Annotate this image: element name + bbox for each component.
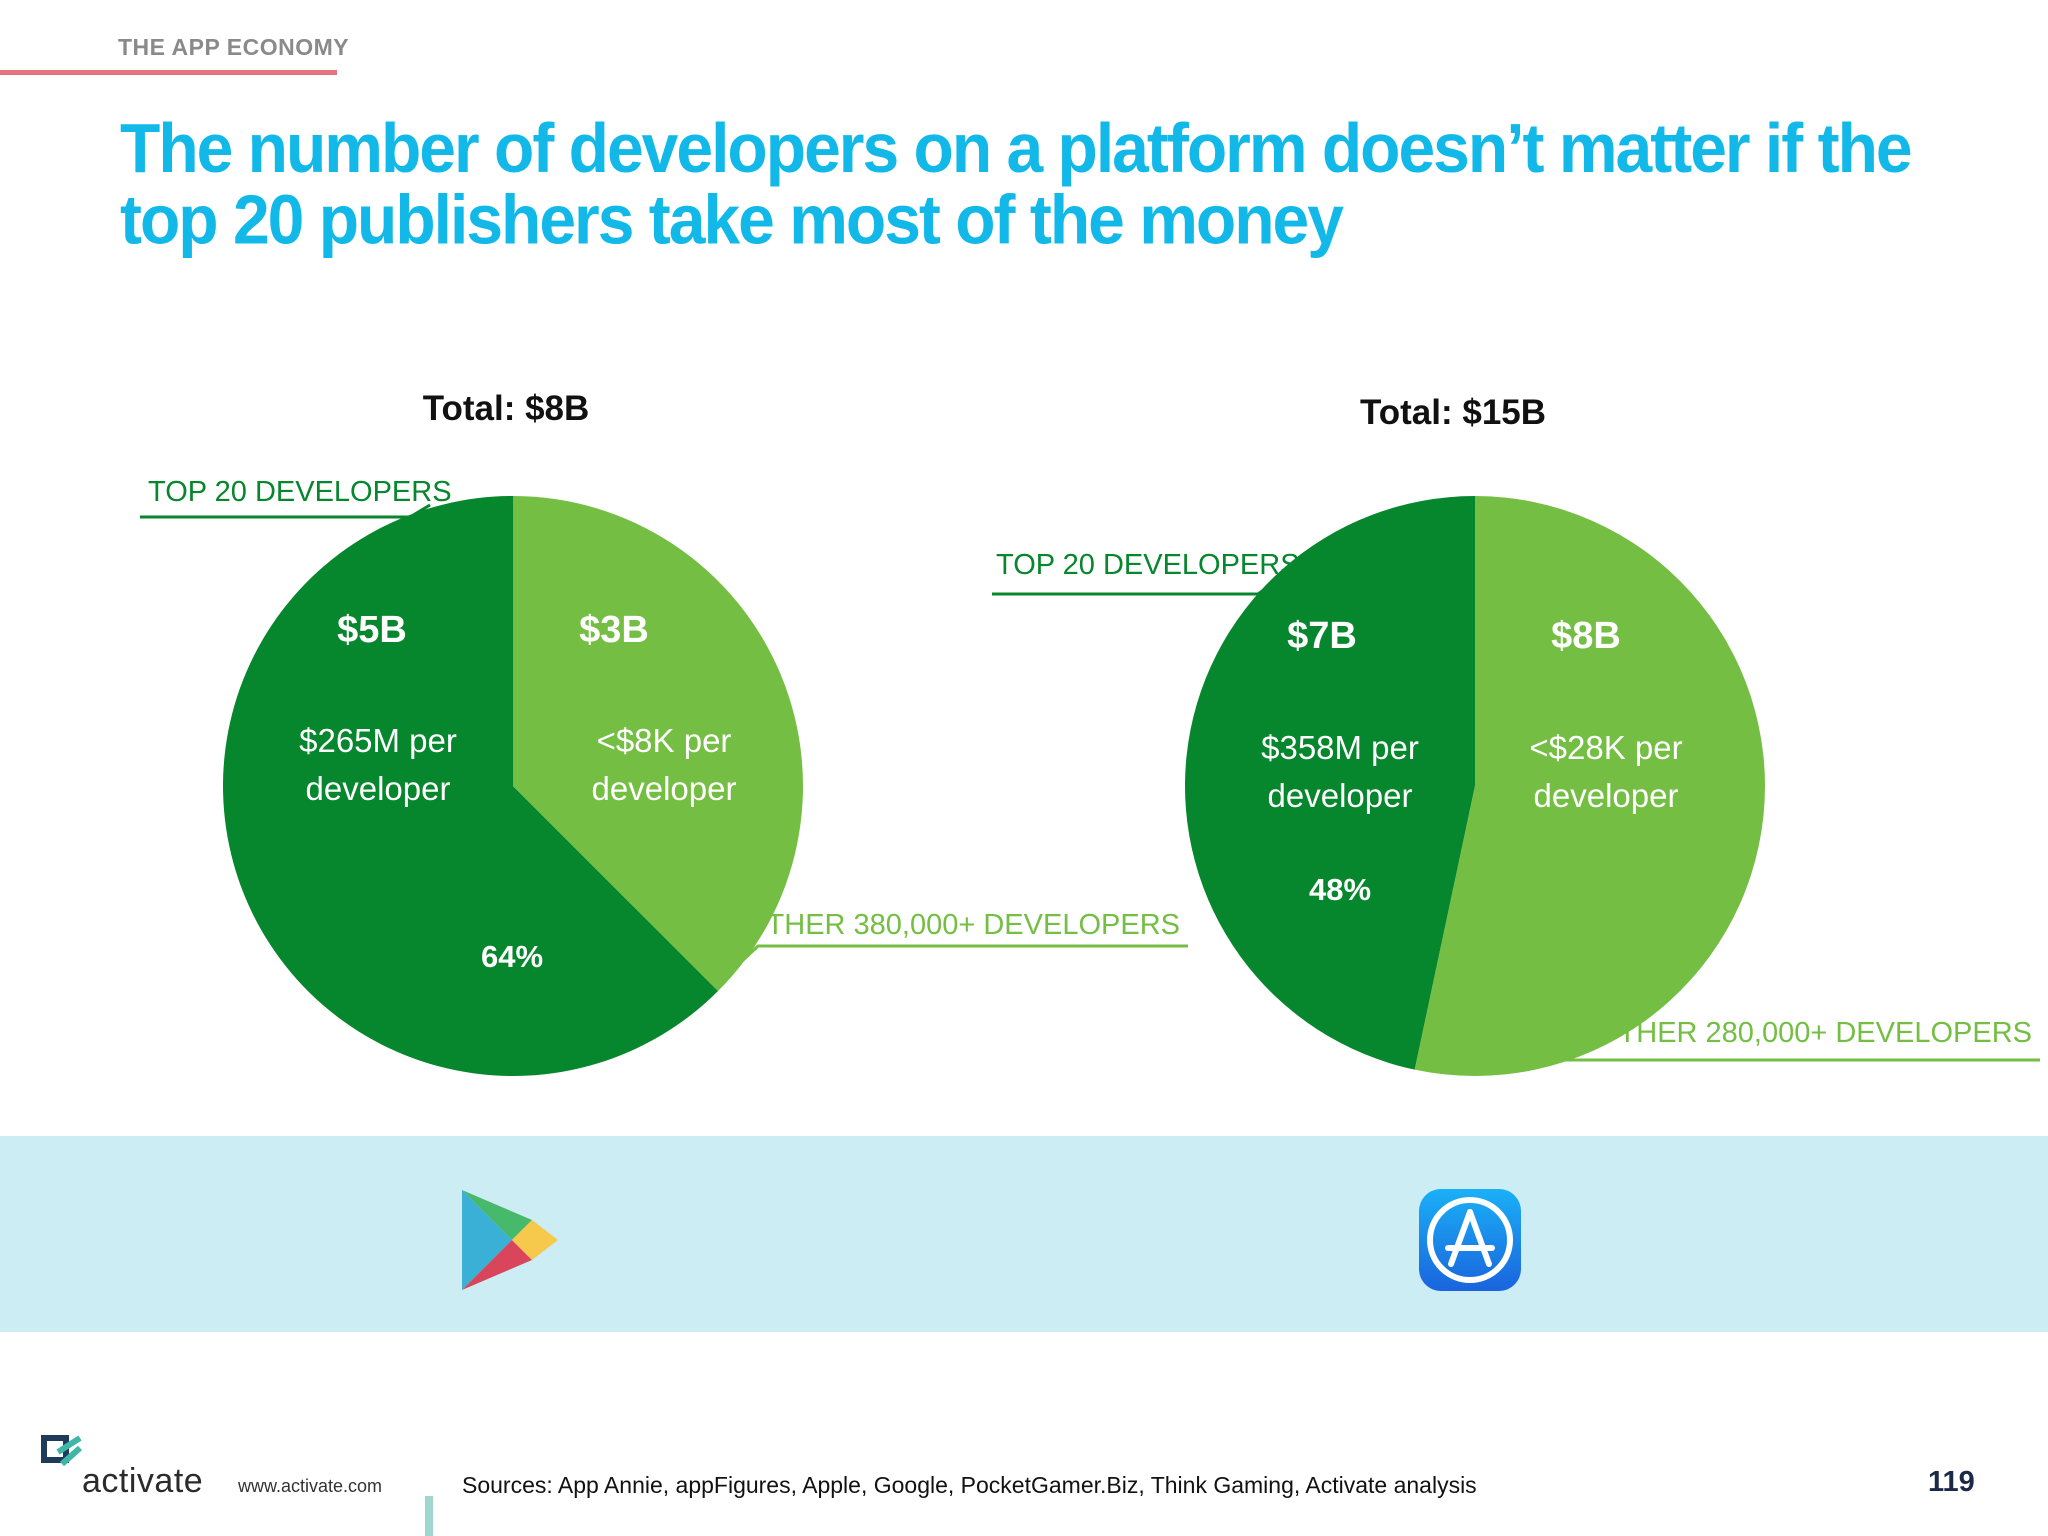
per-developer-label: developer	[306, 770, 451, 807]
pie-slice	[1414, 496, 1765, 1076]
pie-slice	[1184, 496, 1475, 1070]
slice-label: TOP 20 DEVELOPERS	[148, 476, 452, 508]
per-developer-label: <$28K per	[1529, 729, 1682, 766]
per-developer-label: $358M per	[1261, 729, 1419, 766]
percent-label: 64%	[481, 939, 543, 974]
sources-bar	[425, 1496, 433, 1536]
section-rule	[0, 70, 337, 75]
slice-label: OTHER 280,000+ DEVELOPERS	[1596, 1017, 2032, 1049]
per-developer-label: developer	[1534, 777, 1679, 814]
slice-value-label: $8B	[1551, 615, 1621, 657]
slice-label: OTHER 380,000+ DEVELOPERS	[744, 909, 1180, 941]
page-title: The number of developers on a platform d…	[120, 108, 1913, 258]
chart-title: Total: $8B	[423, 389, 590, 428]
leader-line	[992, 578, 1279, 596]
leader-line	[1529, 1043, 2040, 1062]
app-store-icon	[1419, 1189, 1521, 1291]
per-developer-label: <$8K per	[597, 722, 732, 759]
slice-value-label: $3B	[579, 609, 649, 651]
pie-slice	[513, 496, 804, 992]
platform-band	[0, 1136, 2048, 1332]
slice-label: TOP 20 DEVELOPERS	[996, 549, 1300, 581]
pie-charts: Total: $8B TOP 20 DEVELOPERS $5B $265M per d…	[140, 389, 2040, 1076]
per-developer-label: developer	[1268, 777, 1413, 814]
per-developer-label: $265M per	[299, 722, 457, 759]
google-play-icon	[462, 1190, 558, 1290]
leader-line	[140, 503, 431, 519]
sources-text: Sources: App Annie, appFigures, Apple, G…	[462, 1472, 1477, 1498]
page-number: 119	[1928, 1466, 1975, 1498]
website-url[interactable]: www.activate.com	[238, 1476, 383, 1496]
percent-label: 48%	[1309, 872, 1371, 907]
leader-line	[736, 944, 1188, 967]
chart-title: Total: $15B	[1360, 393, 1546, 432]
section-label: THE APP ECONOMY	[118, 34, 350, 60]
slice-value-label: $7B	[1287, 615, 1357, 657]
slice-value-label: $5B	[337, 609, 407, 651]
brand-name: activate	[82, 1462, 204, 1500]
activate-logo-icon	[41, 1435, 82, 1467]
per-developer-label: developer	[592, 770, 737, 807]
pie-slice	[223, 496, 719, 1076]
